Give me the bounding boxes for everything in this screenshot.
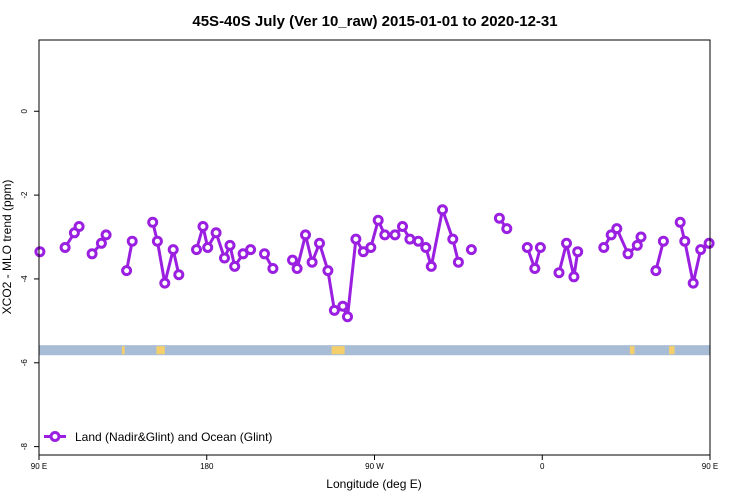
data-point <box>300 229 311 241</box>
legend: Land (Nadir&Glint) and Ocean (Glint) <box>44 430 272 444</box>
data-point <box>350 233 362 245</box>
data-point <box>521 242 533 253</box>
y-axis: 0 -2 -4 -6 -8 <box>20 108 39 450</box>
y-tick-label: -6 <box>20 359 29 367</box>
data-point <box>245 244 257 256</box>
chart-title: 45S-40S July (Ver 10_raw) 2015-01-01 to … <box>192 13 557 30</box>
data-point <box>197 221 209 232</box>
land-segment <box>629 346 635 355</box>
data-point <box>73 221 85 232</box>
data-point <box>703 237 715 249</box>
data-point <box>501 223 513 235</box>
x-axis: 90 E 180 90 W 0 90 E <box>31 455 718 471</box>
data-point <box>379 229 391 241</box>
data-point <box>437 204 448 216</box>
data-point <box>328 304 340 316</box>
data-point <box>529 263 541 274</box>
data-point <box>267 263 279 274</box>
land-segment <box>121 346 125 355</box>
data-point <box>34 246 46 258</box>
legend-entry-label: Land (Nadir&Glint) and Ocean (Glint) <box>75 430 272 444</box>
data-point <box>291 263 303 274</box>
x-tick-label: 0 <box>540 462 545 471</box>
data-point <box>447 233 459 245</box>
y-axis-label: XCO2 - MLO trend (ppm) <box>0 180 14 315</box>
data-point <box>372 214 384 226</box>
data-point <box>635 231 647 243</box>
data-point <box>224 239 236 251</box>
series-line <box>557 241 580 279</box>
data-point <box>452 256 464 268</box>
y-tick-label: -2 <box>20 191 29 199</box>
data-point <box>342 311 353 323</box>
data-point <box>219 252 230 264</box>
land-segment <box>156 346 165 355</box>
data-point <box>611 223 623 235</box>
data-point <box>147 216 159 228</box>
data-point <box>553 267 565 279</box>
data-point <box>202 242 214 253</box>
data-point <box>191 244 202 256</box>
data-point <box>173 269 185 281</box>
y-tick-label: -8 <box>20 443 29 451</box>
data-point <box>598 242 610 253</box>
plot-area <box>34 204 715 356</box>
land-segment <box>331 346 345 355</box>
data-point <box>404 233 416 245</box>
data-point <box>420 242 432 253</box>
data-point <box>337 300 349 312</box>
data-point <box>59 242 71 253</box>
data-point <box>425 260 437 272</box>
data-point <box>229 260 241 272</box>
data-point <box>100 229 112 241</box>
data-point <box>86 248 98 260</box>
x-tick-label: 180 <box>200 462 214 471</box>
data-point <box>306 256 318 268</box>
data-point <box>314 237 325 249</box>
data-point <box>695 244 707 256</box>
data-point <box>631 239 643 251</box>
data-point <box>572 246 584 258</box>
data-point <box>687 277 699 289</box>
data-point <box>159 277 171 289</box>
data-point <box>322 265 334 277</box>
data-point <box>287 254 298 266</box>
land-segment <box>668 346 675 355</box>
data-point <box>534 242 546 253</box>
data-point <box>151 235 163 247</box>
data-point <box>679 235 691 247</box>
data-point <box>657 235 669 247</box>
x-tick-label: 90 W <box>365 462 384 471</box>
legend-marker-swatch <box>49 431 61 442</box>
data-point <box>561 237 572 249</box>
data-point <box>389 229 401 241</box>
data-point <box>412 235 424 247</box>
x-tick-label: 90 E <box>702 462 718 471</box>
data-point <box>465 244 477 256</box>
data-point <box>605 229 617 241</box>
data-point <box>650 265 662 277</box>
x-axis-label: Longitude (deg E) <box>326 477 421 491</box>
ocean-strip <box>39 345 710 356</box>
data-point <box>493 212 505 224</box>
data-point <box>622 248 634 260</box>
data-point <box>121 265 133 277</box>
y-tick-label: -4 <box>20 275 29 283</box>
data-point <box>95 237 107 249</box>
data-point <box>259 248 270 260</box>
data-point <box>365 242 377 253</box>
data-point <box>674 216 686 228</box>
data-point <box>126 235 138 247</box>
data-point <box>210 227 222 239</box>
x-tick-label: 90 E <box>31 462 47 471</box>
data-point <box>397 221 408 232</box>
data-point <box>167 244 179 256</box>
y-tick-label: 0 <box>20 108 29 113</box>
data-point <box>568 271 580 283</box>
